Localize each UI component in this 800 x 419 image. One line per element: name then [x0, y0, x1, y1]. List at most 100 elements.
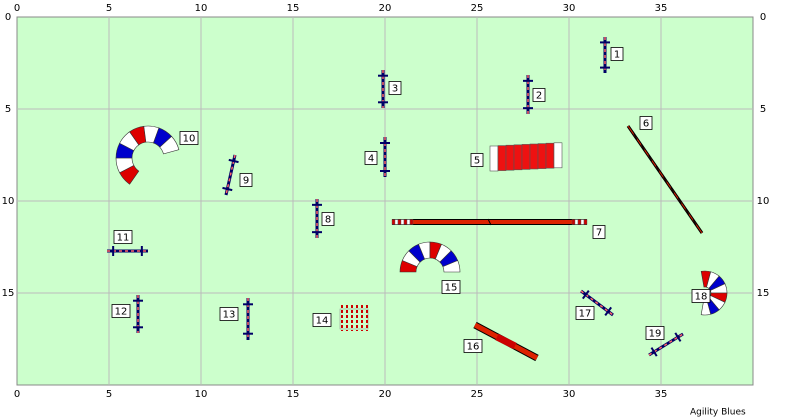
- obstacle-number: 10: [183, 134, 196, 145]
- jump: [523, 75, 533, 114]
- obstacle-number: 15: [445, 283, 458, 294]
- plank-end: [403, 219, 408, 225]
- obstacle-label: 12: [111, 304, 131, 318]
- obstacle-label: 10: [179, 131, 199, 145]
- obstacle-label: 15: [441, 280, 461, 294]
- obstacle-number: 3: [392, 84, 398, 95]
- y-tick-label: 10: [2, 196, 15, 207]
- plank-end: [397, 219, 402, 225]
- label-box: [441, 280, 461, 294]
- obstacle-number: 17: [579, 309, 592, 320]
- plank-end: [394, 219, 399, 225]
- jump-wing: [650, 347, 658, 357]
- plank-slat: [670, 186, 675, 194]
- obstacle-label: 11: [113, 230, 133, 244]
- chute: [489, 142, 563, 172]
- x-tick-label: 30: [563, 389, 576, 400]
- label-box: [470, 153, 484, 167]
- footer: Agility Blues: [690, 408, 746, 418]
- tire: [495, 333, 517, 350]
- tunnel: [399, 241, 461, 273]
- x-tick-label: 30: [563, 3, 576, 14]
- chute-segment: [513, 144, 523, 171]
- plank-slat: [648, 154, 653, 162]
- jump-wing: [604, 306, 613, 316]
- plank-slat: [663, 176, 667, 183]
- plank-end: [580, 219, 585, 225]
- chute-segment: [545, 142, 555, 169]
- tunnel-segment: [159, 135, 180, 155]
- x-tick-label: 25: [471, 3, 484, 14]
- jump: [243, 298, 253, 340]
- label-box: [532, 88, 546, 102]
- obstacle-number: 19: [649, 329, 662, 340]
- chute-segment: [521, 144, 531, 170]
- tunnel: [115, 125, 180, 185]
- plank-slat: [640, 144, 645, 151]
- plank-slat: [655, 165, 660, 173]
- contact-obstacle: [626, 125, 704, 234]
- jump: [648, 332, 684, 357]
- jump: [222, 154, 239, 196]
- jump: [312, 199, 322, 238]
- obstacle-number: 14: [316, 316, 329, 327]
- label-box: [364, 151, 378, 165]
- plank-slat: [692, 219, 697, 226]
- obstacle-number: 6: [643, 119, 649, 130]
- jump-wing: [581, 290, 590, 300]
- x-tick-label: 15: [287, 3, 300, 14]
- y-tick-label: 15: [2, 288, 15, 299]
- obstacle-label: 1: [610, 47, 624, 61]
- x-tick-label: 35: [655, 389, 668, 400]
- obstacle-number: 12: [115, 307, 128, 318]
- label-box: [312, 313, 332, 327]
- obstacle-label: 3: [388, 81, 402, 95]
- obstacle-label: 7: [592, 225, 606, 239]
- plank-slat: [677, 197, 682, 205]
- weave-base: [339, 308, 369, 330]
- y-tick-label: 15: [757, 288, 770, 299]
- plank-end: [583, 219, 588, 225]
- chute-segment: [497, 145, 507, 171]
- label-box: [463, 339, 483, 353]
- label-box: [645, 326, 665, 340]
- obstacle-label: 5: [470, 153, 484, 167]
- x-tick-label: 35: [655, 3, 668, 14]
- x-tick-label: 0: [14, 3, 20, 14]
- y-tick-label: 10: [757, 196, 770, 207]
- x-tick-label: 10: [195, 389, 208, 400]
- obstacle-number: 13: [223, 310, 236, 321]
- obstacle-label: 4: [364, 151, 378, 165]
- plank-slat: [685, 208, 690, 215]
- obstacle-label: 8: [321, 212, 335, 226]
- x-tick-label: 5: [106, 3, 112, 14]
- label-box: [575, 306, 595, 320]
- x-tick-label: 5: [106, 389, 112, 400]
- plank-end: [574, 219, 579, 225]
- x-tick-label: 25: [471, 389, 484, 400]
- tunnel-segment: [442, 260, 461, 273]
- x-tick-label: 20: [379, 3, 392, 14]
- jump: [580, 289, 614, 317]
- plank-end: [391, 219, 396, 225]
- obstacle-number: 2: [536, 91, 542, 102]
- label-box: [111, 304, 131, 318]
- plank-end: [400, 219, 405, 225]
- obstacle-number: 7: [596, 228, 602, 239]
- jump-wing: [228, 158, 239, 164]
- chute-segment: [537, 143, 547, 169]
- jump: [107, 246, 148, 256]
- obstacle-label: 13: [219, 307, 239, 321]
- obstacle-number: 11: [117, 233, 130, 244]
- label-box: [388, 81, 402, 95]
- obstacle-number: 16: [467, 342, 480, 353]
- y-tick-label: 0: [760, 12, 766, 23]
- label-box: [113, 230, 133, 244]
- obstacle-label: 18: [691, 289, 711, 303]
- jump-wing: [222, 186, 233, 192]
- jump: [600, 37, 610, 73]
- plank-end: [406, 219, 411, 225]
- obstacle-label: 6: [639, 116, 653, 130]
- y-tick-label: 5: [5, 104, 11, 115]
